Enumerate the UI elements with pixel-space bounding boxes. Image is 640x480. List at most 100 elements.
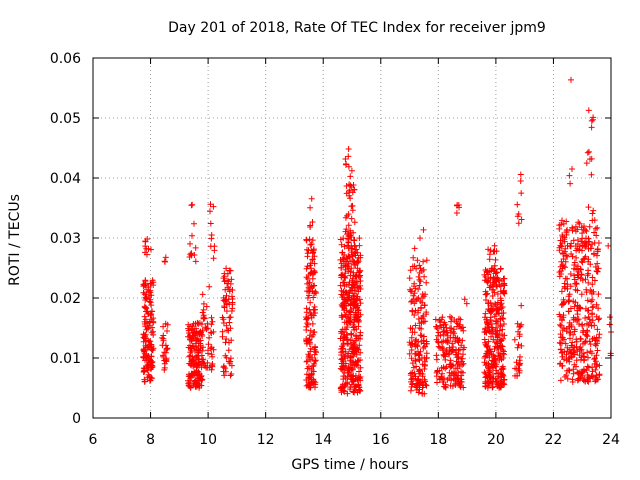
data-point — [518, 190, 525, 197]
x-axis-label: GPS time / hours — [291, 457, 408, 473]
data-point — [338, 312, 345, 319]
data-point — [192, 258, 199, 265]
data-point — [441, 319, 448, 326]
data-point — [337, 256, 344, 263]
data-point — [141, 313, 148, 320]
data-point — [160, 323, 167, 330]
data-point — [456, 363, 463, 370]
data-point — [421, 376, 428, 383]
data-point — [147, 287, 154, 294]
data-point — [594, 347, 601, 354]
data-point — [497, 352, 504, 359]
data-point — [417, 278, 424, 285]
data-point — [585, 354, 591, 361]
data-point — [344, 390, 351, 397]
data-point — [223, 336, 230, 342]
data-point — [584, 149, 591, 156]
data-point — [304, 320, 311, 327]
data-point — [438, 316, 445, 323]
data-point — [485, 379, 492, 386]
data-point — [417, 235, 423, 242]
data-point — [146, 343, 152, 350]
data-point — [204, 320, 211, 327]
data-point — [581, 239, 588, 246]
data-point — [562, 275, 569, 282]
data-point — [442, 350, 449, 357]
data-point — [312, 358, 318, 365]
data-point — [585, 279, 592, 286]
data-point — [454, 375, 461, 381]
data-point — [588, 373, 595, 379]
data-point — [565, 293, 572, 300]
data-point — [583, 160, 590, 167]
y-tick-label: 0.06 — [50, 51, 81, 67]
data-point — [349, 207, 356, 214]
data-point — [494, 291, 501, 297]
data-point — [573, 338, 580, 345]
data-point — [346, 192, 353, 199]
data-point — [209, 318, 216, 325]
data-point — [193, 368, 199, 375]
data-point — [592, 355, 598, 362]
data-point — [339, 384, 346, 391]
data-point — [419, 361, 426, 368]
data-point — [185, 380, 192, 387]
data-point — [605, 242, 612, 249]
data-point — [418, 315, 425, 322]
data-point — [487, 317, 494, 324]
data-point — [189, 201, 196, 208]
data-point — [188, 347, 195, 354]
data-point — [210, 346, 217, 353]
data-point — [419, 355, 425, 361]
data-point — [189, 232, 195, 239]
data-point — [310, 368, 317, 375]
data-point — [199, 327, 206, 334]
data-point — [423, 309, 430, 316]
data-point — [449, 347, 456, 354]
data-point — [148, 375, 155, 382]
data-point — [303, 327, 310, 333]
data-point — [560, 300, 566, 307]
data-point — [587, 319, 594, 326]
data-point — [208, 366, 215, 373]
data-point — [161, 349, 168, 356]
data-point — [589, 217, 596, 224]
data-point — [409, 375, 416, 382]
data-point — [311, 346, 318, 353]
data-point — [200, 356, 207, 363]
data-point — [199, 376, 206, 383]
data-point — [486, 251, 493, 258]
data-point — [590, 207, 597, 214]
data-point — [501, 321, 507, 327]
data-point — [491, 353, 497, 360]
data-point — [344, 314, 351, 321]
data-point — [225, 327, 232, 334]
data-point — [447, 364, 454, 371]
data-point — [345, 239, 352, 246]
data-point — [409, 381, 416, 388]
data-point — [575, 219, 582, 226]
data-point — [190, 363, 197, 370]
data-point — [306, 236, 313, 243]
data-point — [594, 260, 601, 267]
data-point — [207, 345, 214, 352]
data-point — [222, 339, 229, 346]
data-point — [578, 238, 585, 245]
data-point — [453, 210, 460, 216]
data-point — [588, 171, 595, 178]
data-point — [587, 341, 594, 348]
data-point — [210, 328, 217, 335]
data-point — [583, 286, 590, 293]
data-point — [574, 311, 581, 318]
data-point — [191, 252, 198, 258]
data-point — [141, 367, 148, 374]
data-point — [348, 203, 355, 210]
data-point — [580, 350, 587, 357]
data-point — [306, 337, 313, 344]
data-point — [455, 354, 462, 361]
data-point — [150, 315, 157, 322]
data-point — [356, 368, 362, 375]
data-point — [567, 335, 573, 342]
data-point — [140, 354, 147, 361]
